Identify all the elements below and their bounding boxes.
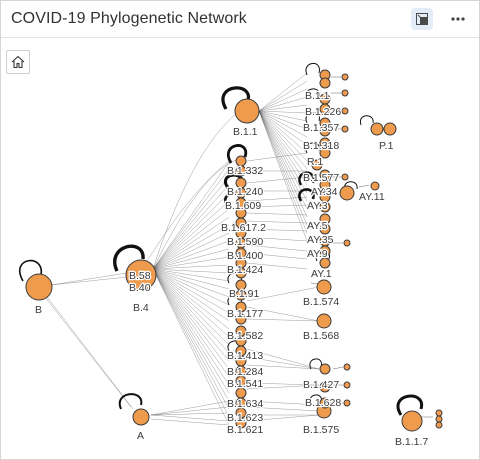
label-b1284: B.1.284 — [227, 366, 263, 378]
label-ay5: AY.5 — [307, 220, 328, 232]
label-b: B — [35, 304, 42, 316]
node-ay34[interactable] — [339, 185, 355, 201]
right-column-nodes — [311, 69, 331, 409]
node-b11[interactable] — [234, 98, 260, 124]
label-r1: R.1 — [307, 156, 324, 168]
label-b1628: B.1.628 — [305, 397, 341, 409]
label-b11: B.1.1 — [233, 126, 258, 138]
label-b40: B.40 — [129, 282, 151, 294]
panel-header: COVID-19 Phylogenetic Network — [1, 1, 479, 38]
node-b4[interactable] — [125, 259, 157, 291]
label-b117: B.1.1.7 — [395, 436, 428, 448]
label-b1575: B.1.575 — [303, 424, 339, 436]
label-b1541: B.1.541 — [227, 378, 263, 390]
more-options-icon — [451, 17, 465, 21]
label-b1590: B.1.590 — [227, 236, 263, 248]
node-b1574[interactable] — [316, 279, 332, 295]
edges-b11-fanout — [258, 72, 308, 242]
home-icon — [11, 55, 25, 69]
label-b1240: B.1.240 — [227, 186, 263, 198]
tiny-nodes — [341, 73, 443, 429]
label-ay9: AY.9 — [307, 248, 328, 260]
label-p1: P.1 — [379, 140, 394, 152]
label-ay34: AY.34 — [311, 186, 338, 198]
label-b1177: B.1.177 — [227, 308, 263, 320]
home-button[interactable] — [6, 50, 30, 74]
label-b1318: B.1.318 — [303, 140, 339, 152]
edges-root — [44, 160, 230, 426]
edges-column-links — [246, 152, 320, 422]
label-b1582: B.1.582 — [227, 330, 263, 342]
label-b1568: B.1.568 — [303, 330, 339, 342]
label-b1621: B.1.621 — [227, 424, 263, 436]
network-graph[interactable]: B B.4 B.58 B.40 A B.1.1 B.1.1.7 P.1 B.1.… — [1, 38, 479, 459]
more-options-button[interactable] — [447, 8, 469, 30]
label-b1623: B.1.623 — [227, 412, 263, 424]
node-b117[interactable] — [401, 410, 423, 432]
label-b1427: B.1.427 — [303, 379, 339, 391]
label-ay1: AY.1 — [311, 268, 332, 280]
panel-title: COVID-19 Phylogenetic Network — [11, 10, 247, 27]
label-b111: B.1.1 — [305, 90, 330, 102]
label-b1609: B.1.609 — [225, 200, 261, 212]
label-a: A — [137, 430, 144, 442]
label-b1634: B.1.634 — [227, 398, 263, 410]
label-b191: B.1.91 — [229, 288, 260, 300]
middle-column-nodes — [235, 155, 247, 429]
expand-icon — [416, 13, 428, 25]
node-a[interactable] — [132, 408, 150, 426]
node-b[interactable] — [25, 273, 53, 301]
label-b58: B.58 — [129, 270, 151, 282]
nodes — [25, 69, 443, 432]
node-p1[interactable] — [370, 122, 384, 136]
label-b1577: B.1.577 — [303, 172, 339, 184]
node-p1b[interactable] — [383, 122, 397, 136]
label-ay35: AY.35 — [307, 234, 334, 246]
label-b1357: B.1.357 — [303, 122, 339, 134]
label-b1332: B.1.332 — [227, 165, 263, 177]
label-b1226: B.1.226 — [305, 106, 341, 118]
edges-b4-fanout — [152, 112, 240, 426]
label-b4: B.4 — [133, 302, 149, 314]
label-b1574: B.1.574 — [303, 296, 339, 308]
label-b16172: B.1.617.2 — [221, 222, 266, 234]
label-b1413: B.1.413 — [227, 350, 263, 362]
label-ay11: AY.11 — [359, 191, 385, 203]
label-b1400: B.1.400 — [227, 250, 263, 262]
label-ay3: AY.3 — [307, 200, 328, 212]
node-labels: B B.4 B.58 B.40 A B.1.1 B.1.1.7 P.1 B.1.… — [35, 89, 428, 448]
self-loops — [19, 63, 424, 416]
expand-button[interactable] — [411, 8, 433, 30]
node-b1568[interactable] — [316, 313, 332, 329]
node-ay11[interactable] — [370, 181, 380, 191]
label-b1424: B.1.424 — [227, 264, 263, 276]
